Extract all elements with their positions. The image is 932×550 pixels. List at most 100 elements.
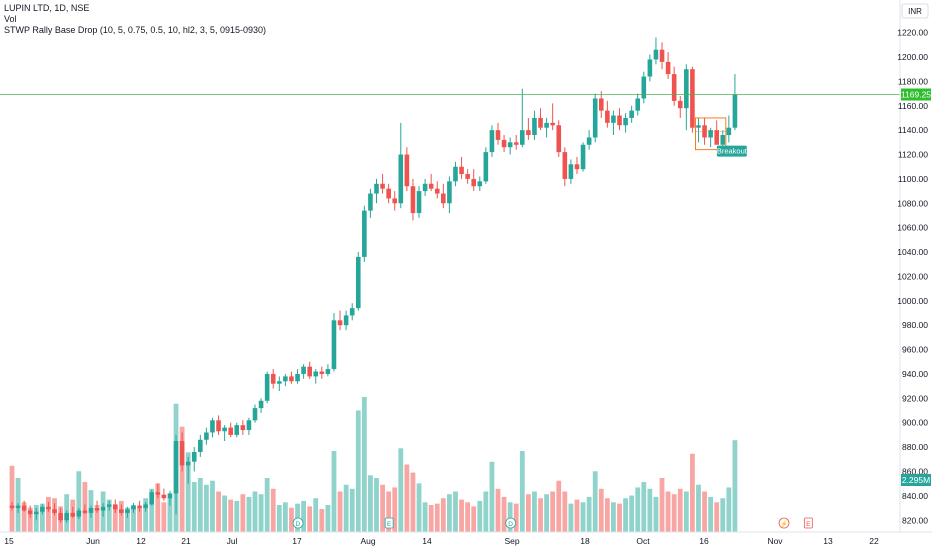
candle-body[interactable] xyxy=(277,381,282,384)
candle-body[interactable] xyxy=(240,425,246,431)
candle-body[interactable] xyxy=(119,509,124,513)
candle-body[interactable] xyxy=(198,439,203,452)
candle-body[interactable] xyxy=(659,49,665,62)
candle-body[interactable] xyxy=(368,193,373,211)
candle-body[interactable] xyxy=(629,110,634,118)
candle-body[interactable] xyxy=(550,122,555,126)
candle-body[interactable] xyxy=(623,117,628,126)
candle-body[interactable] xyxy=(258,400,264,409)
candle-body[interactable] xyxy=(283,376,288,382)
candle-body[interactable] xyxy=(131,505,136,510)
candle-body[interactable] xyxy=(459,166,464,175)
candle-body[interactable] xyxy=(647,59,653,77)
candle-body[interactable] xyxy=(671,74,677,101)
candle-body[interactable] xyxy=(234,425,240,435)
candle-body[interactable] xyxy=(27,510,33,515)
candle-body[interactable] xyxy=(137,505,142,509)
candle-body[interactable] xyxy=(677,100,683,109)
candle-body[interactable] xyxy=(665,61,671,75)
candle-body[interactable] xyxy=(295,373,300,382)
candle-body[interactable] xyxy=(21,505,27,511)
currency-badge[interactable] xyxy=(901,3,929,19)
candle-body[interactable] xyxy=(204,432,209,440)
candle-body[interactable] xyxy=(598,98,604,111)
candle-body[interactable] xyxy=(605,110,610,123)
candle-body[interactable] xyxy=(447,181,452,204)
candle-body[interactable] xyxy=(720,135,726,145)
candle-body[interactable] xyxy=(422,183,428,192)
candle-body[interactable] xyxy=(70,512,76,517)
candle-body[interactable] xyxy=(477,181,483,187)
candle-body[interactable] xyxy=(100,506,106,511)
candle-body[interactable] xyxy=(568,164,574,179)
candle-body[interactable] xyxy=(714,130,719,145)
candle-body[interactable] xyxy=(228,427,233,435)
candle-body[interactable] xyxy=(82,510,88,513)
candle-body[interactable] xyxy=(653,49,659,60)
candle-body[interactable] xyxy=(592,98,598,138)
candle-body[interactable] xyxy=(9,505,15,509)
candle-body[interactable] xyxy=(155,492,161,495)
candle-body[interactable] xyxy=(301,366,306,374)
candle-body[interactable] xyxy=(210,420,215,433)
candle-body[interactable] xyxy=(185,461,191,466)
candle-body[interactable] xyxy=(15,505,21,509)
candle-body[interactable] xyxy=(313,371,319,377)
candle-body[interactable] xyxy=(471,178,476,187)
candle-body[interactable] xyxy=(684,69,689,109)
candle-body[interactable] xyxy=(732,94,738,128)
candle-body[interactable] xyxy=(331,320,337,370)
candle-body[interactable] xyxy=(398,154,404,204)
price-axis[interactable]: 820.00 840.00 860.00 880.00 900.00 920.00 940.… xyxy=(897,0,931,532)
candle-body[interactable] xyxy=(88,508,94,513)
candle-body[interactable] xyxy=(289,376,294,382)
candle-body[interactable] xyxy=(726,127,732,136)
flash-icon[interactable]: ⚡ xyxy=(778,517,790,529)
candle-body[interactable] xyxy=(708,130,713,138)
candle-body[interactable] xyxy=(416,191,422,214)
candle-body[interactable] xyxy=(167,493,173,499)
volume-legend[interactable]: Vol xyxy=(4,14,17,24)
candle-body[interactable] xyxy=(574,164,580,170)
candle-body[interactable] xyxy=(52,509,57,513)
candle-body[interactable] xyxy=(635,98,641,111)
candle-body[interactable] xyxy=(307,366,312,377)
candle-body[interactable] xyxy=(532,117,537,136)
candle-body[interactable] xyxy=(507,142,513,148)
dividend-icon[interactable]: D xyxy=(292,517,304,529)
candle-body[interactable] xyxy=(112,504,118,510)
candle-body[interactable] xyxy=(76,510,82,517)
candle-body[interactable] xyxy=(143,504,148,509)
candle-body[interactable] xyxy=(410,186,416,214)
candle-body[interactable] xyxy=(270,373,276,384)
candle-body[interactable] xyxy=(586,137,592,145)
candle-body[interactable] xyxy=(246,420,252,431)
candle-body[interactable] xyxy=(343,315,349,326)
candle-body[interactable] xyxy=(191,451,197,462)
candle-body[interactable] xyxy=(556,125,562,153)
candle-body[interactable] xyxy=(690,69,695,128)
candle-body[interactable] xyxy=(94,508,100,511)
candle-body[interactable] xyxy=(40,506,45,512)
candle-body[interactable] xyxy=(641,76,647,99)
candle-body[interactable] xyxy=(441,193,446,204)
candle-body[interactable] xyxy=(106,504,112,507)
candle-body[interactable] xyxy=(252,408,258,421)
candle-body[interactable] xyxy=(34,511,39,515)
candle-body[interactable] xyxy=(161,494,167,499)
candle-body[interactable] xyxy=(513,142,519,145)
candle-body[interactable] xyxy=(495,130,501,140)
candle-body[interactable] xyxy=(544,122,549,128)
candle-body[interactable] xyxy=(355,256,361,309)
candle-body[interactable] xyxy=(617,115,622,126)
candle-body[interactable] xyxy=(696,125,701,128)
candle-body[interactable] xyxy=(392,198,398,204)
candle-body[interactable] xyxy=(374,183,379,194)
candle-body[interactable] xyxy=(173,441,179,494)
candle-body[interactable] xyxy=(538,117,543,128)
candle-body[interactable] xyxy=(349,308,355,316)
event-markers[interactable]: D E D ⚡ E xyxy=(292,517,813,529)
candle-body[interactable] xyxy=(526,130,531,136)
indicator-legend[interactable]: STWP Rally Base Drop (10, 5, 0.75, 0.5, … xyxy=(4,25,266,35)
